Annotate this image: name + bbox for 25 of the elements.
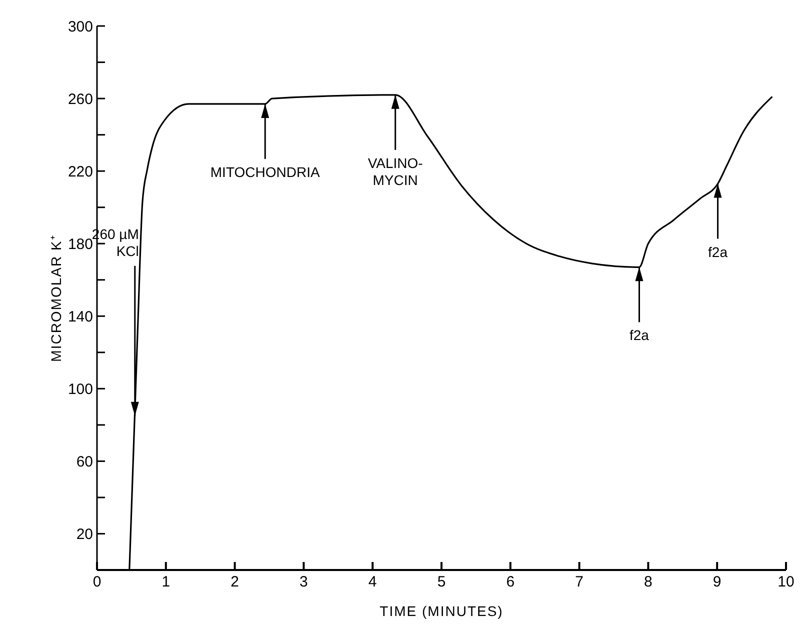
- annotation: MITOCHONDRIA: [210, 164, 320, 180]
- x-tick-label: 2: [230, 574, 239, 591]
- y-tick-label: 140: [68, 308, 93, 326]
- annotation: f2a: [708, 244, 728, 260]
- y-tick-label: 260: [68, 90, 93, 108]
- x-tick-label: 4: [368, 574, 377, 591]
- x-tick-label: 0: [92, 574, 102, 591]
- y-tick-label: 20: [76, 526, 93, 544]
- y-axis-title: MICROMOLAR K⁺: [48, 234, 64, 362]
- x-tick-label: 6: [506, 574, 515, 591]
- x-tick-label: 1: [162, 574, 170, 591]
- annotation: f2a: [630, 327, 650, 344]
- x-axis-title: TIME (MINUTES): [380, 603, 504, 619]
- x-tick-label: 8: [644, 574, 652, 591]
- y-tick-label: 60: [76, 454, 93, 471]
- x-tick-label: 9: [712, 574, 722, 591]
- y-tick-label: 180: [68, 236, 93, 253]
- y-tick-label: 100: [68, 380, 93, 398]
- x-tick-label: 10: [778, 574, 794, 591]
- x-tick-label: 5: [437, 574, 446, 591]
- y-tick-label: 300: [68, 18, 93, 36]
- y-tick-label: 220: [68, 163, 93, 180]
- annotation: VALINO- MYCIN: [368, 154, 424, 188]
- x-tick-label: 7: [575, 574, 584, 591]
- x-tick-label: 3: [300, 574, 308, 591]
